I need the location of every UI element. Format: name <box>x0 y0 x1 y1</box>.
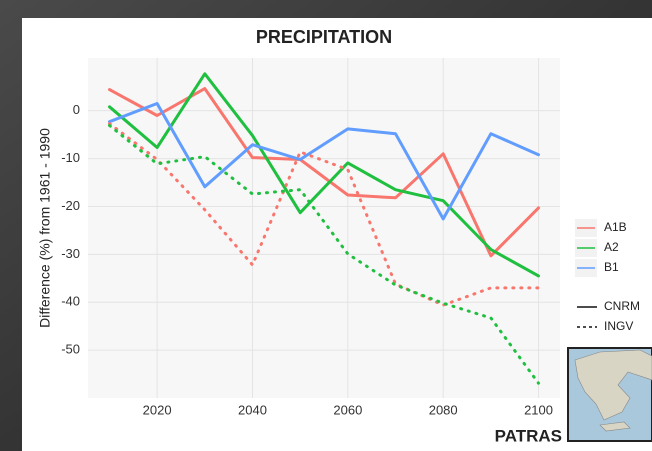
location-label: PATRAS <box>495 426 562 445</box>
legend-label: CNRM <box>604 299 640 313</box>
x-tick-label: 2020 <box>143 402 172 417</box>
legend-label: INGV <box>604 319 633 333</box>
plot-panel <box>88 58 560 398</box>
y-tick-label: -20 <box>61 198 80 213</box>
y-axis-label: Difference (%) from 1961 - 1990 <box>37 128 53 328</box>
x-tick-label: 2060 <box>333 402 362 417</box>
series-line <box>108 124 540 385</box>
x-tick-label: 2100 <box>524 402 553 417</box>
chart-title: PRECIPITATION <box>256 27 392 47</box>
y-tick-label: -40 <box>61 294 80 309</box>
x-tick-label: 2040 <box>238 402 267 417</box>
y-tick-label: -10 <box>61 150 80 165</box>
y-tick-label: 0 <box>73 102 80 117</box>
series-line <box>108 102 540 221</box>
legend-label: A2 <box>604 240 619 254</box>
series-line <box>108 87 540 258</box>
x-tick-label: 2080 <box>429 402 458 417</box>
legend-label: B1 <box>604 260 619 274</box>
y-tick-label: -50 <box>61 342 80 357</box>
map-inset <box>567 347 652 442</box>
y-tick-label: -30 <box>61 246 80 261</box>
series-line <box>108 72 540 278</box>
series-line <box>108 122 540 307</box>
legend-label: A1B <box>604 220 627 234</box>
